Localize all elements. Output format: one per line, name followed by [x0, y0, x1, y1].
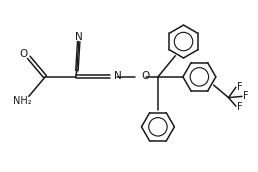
Text: F: F: [237, 102, 242, 112]
Text: NH₂: NH₂: [13, 96, 32, 106]
Text: O: O: [141, 71, 149, 81]
Text: O: O: [20, 49, 28, 59]
Text: N: N: [75, 32, 83, 42]
Text: N: N: [114, 71, 122, 81]
Text: F: F: [243, 91, 249, 101]
Text: F: F: [237, 82, 242, 92]
